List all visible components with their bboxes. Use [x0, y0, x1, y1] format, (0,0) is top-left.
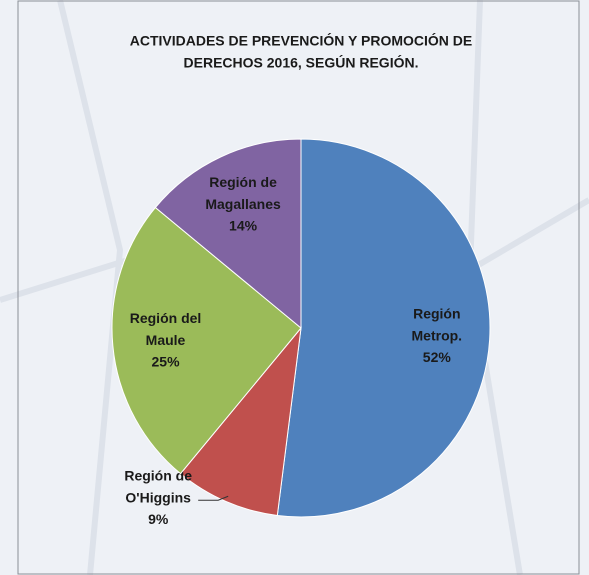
pie-slice — [154, 138, 302, 330]
chart-title: DERECHOS 2016, SEGÚN REGIÓN. — [184, 54, 419, 71]
slice-label-line: Magallanes — [205, 196, 281, 212]
data-label: 14% — [229, 218, 258, 234]
slice-label-line: Región de — [209, 174, 277, 190]
pie-slice — [179, 326, 302, 517]
data-label: 52% — [423, 349, 452, 365]
decor-line — [57, 0, 124, 575]
data-label: 25% — [152, 354, 181, 370]
slice-label: Región del Maule — [130, 310, 202, 348]
slice-label: Región de O'Higgins — [124, 467, 192, 505]
slice-label-line: Región de — [124, 467, 192, 483]
data-label: 9% — [148, 511, 169, 527]
chart-title: ACTIVIDADES DE PREVENCIÓN Y PROMOCIÓN DE — [130, 32, 473, 49]
slice-label-line: Metrop. — [412, 327, 463, 343]
pie-slice — [111, 206, 302, 475]
leader-line — [198, 495, 229, 501]
slice-label-line: O'Higgins — [125, 489, 191, 505]
slice-label: Región de Magallanes — [205, 174, 281, 212]
slice-label-line: Maule — [146, 332, 186, 348]
pie-slice — [276, 138, 491, 518]
slice-label-line: Región — [413, 305, 460, 321]
slice-label-line: Región del — [130, 310, 202, 326]
chart-border — [17, 0, 580, 575]
slice-label: Región Metrop. — [412, 305, 463, 343]
